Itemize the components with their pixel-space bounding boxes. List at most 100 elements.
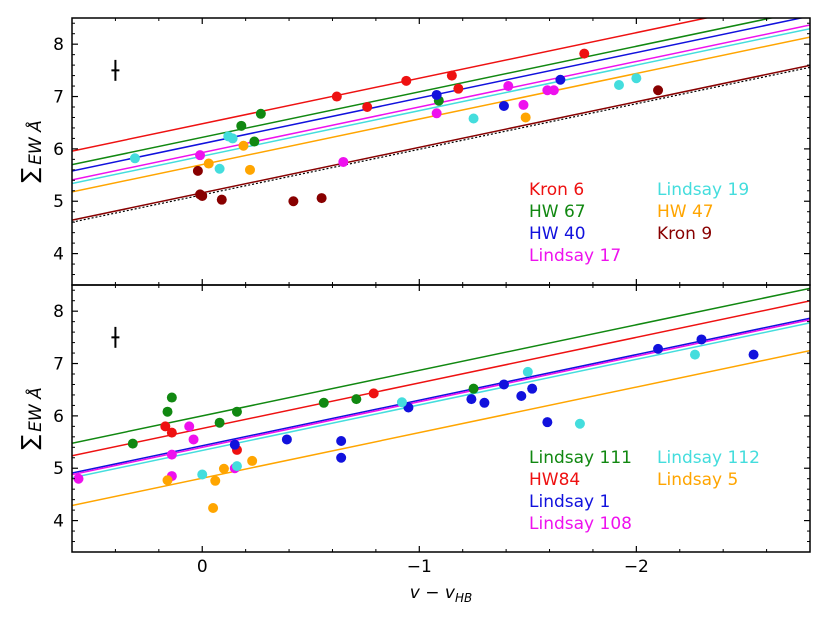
legend-entry: HW84 bbox=[529, 470, 580, 490]
data-point bbox=[162, 475, 173, 486]
data-point bbox=[368, 388, 379, 399]
y-axis-label: ∑ EW Å bbox=[18, 387, 46, 449]
data-point bbox=[331, 91, 342, 102]
fit-line bbox=[72, 18, 775, 166]
data-point bbox=[446, 70, 457, 81]
legend-entry: Kron 9 bbox=[657, 224, 712, 244]
legend-entry: Lindsay 5 bbox=[657, 470, 738, 490]
data-point bbox=[579, 48, 590, 59]
data-point bbox=[214, 417, 225, 428]
x-axis-label: v − vHB bbox=[410, 583, 472, 605]
fit-lines bbox=[72, 287, 810, 507]
data-point bbox=[214, 163, 225, 174]
data-point bbox=[503, 81, 514, 92]
legend-entry: HW 40 bbox=[529, 224, 586, 244]
fit-line-dotted bbox=[72, 66, 810, 223]
data-point bbox=[73, 473, 84, 484]
data-point bbox=[431, 108, 442, 119]
legend-entry: Lindsay 1 bbox=[529, 492, 610, 512]
x-tick-label: 0 bbox=[197, 557, 208, 577]
y-tick-label: 4 bbox=[53, 245, 64, 265]
data-point bbox=[197, 469, 208, 480]
data-point bbox=[338, 156, 349, 167]
data-point bbox=[188, 434, 199, 445]
x-tick-label: −1 bbox=[407, 557, 432, 577]
data-point bbox=[236, 120, 247, 131]
fit-line bbox=[72, 319, 810, 476]
data-point bbox=[166, 392, 177, 403]
data-point bbox=[653, 85, 664, 96]
data-point bbox=[249, 136, 260, 147]
y-tick-label: 6 bbox=[53, 407, 64, 427]
data-point bbox=[689, 349, 700, 360]
fit-line bbox=[72, 27, 810, 185]
y-axis-label-text: EW Å bbox=[24, 120, 46, 165]
data-point bbox=[555, 74, 566, 85]
data-point bbox=[748, 349, 759, 360]
data-point bbox=[631, 73, 642, 84]
legend-entry: Lindsay 19 bbox=[657, 180, 749, 200]
x-axis-label-main: v − v bbox=[410, 583, 456, 603]
data-point bbox=[336, 436, 347, 447]
data-point bbox=[362, 102, 373, 112]
data-point bbox=[231, 461, 242, 472]
data-point bbox=[548, 85, 559, 96]
data-point bbox=[247, 455, 258, 466]
data-points bbox=[129, 48, 664, 207]
x-tick-label: −2 bbox=[624, 557, 649, 577]
fit-line bbox=[72, 18, 710, 152]
data-point bbox=[516, 390, 527, 401]
x-axis-label-sub: HB bbox=[455, 591, 472, 605]
data-point bbox=[192, 165, 203, 176]
fit-line bbox=[72, 287, 810, 444]
data-point bbox=[527, 383, 538, 394]
data-point bbox=[218, 463, 229, 474]
data-point bbox=[574, 418, 585, 429]
y-axis-label-text: EW Å bbox=[24, 387, 46, 432]
data-point bbox=[466, 394, 477, 405]
data-point bbox=[231, 406, 242, 417]
data-point bbox=[166, 449, 177, 460]
fit-line bbox=[72, 349, 810, 507]
data-point bbox=[542, 417, 553, 428]
data-point bbox=[351, 394, 362, 405]
data-point bbox=[520, 112, 531, 123]
axes-frame bbox=[71, 17, 811, 286]
data-point bbox=[255, 108, 266, 119]
y-tick-label: 8 bbox=[53, 302, 64, 322]
data-point bbox=[210, 475, 221, 486]
data-point bbox=[613, 80, 624, 91]
data-point bbox=[244, 164, 255, 175]
y-tick-label: 5 bbox=[53, 192, 64, 212]
data-point bbox=[316, 193, 327, 204]
fit-line bbox=[72, 317, 810, 474]
y-axis-label: ∑ EW Å bbox=[18, 120, 46, 182]
legend-entry: Lindsay 17 bbox=[529, 246, 621, 266]
legend-entry: HW 67 bbox=[529, 202, 586, 222]
data-point bbox=[160, 421, 171, 432]
data-point bbox=[696, 334, 707, 345]
legend-entry: Lindsay 108 bbox=[529, 514, 632, 534]
data-point bbox=[522, 366, 533, 377]
data-point bbox=[195, 150, 206, 161]
data-point bbox=[518, 99, 529, 110]
y-axis-label-symbol: ∑ bbox=[18, 435, 43, 450]
data-point bbox=[208, 503, 219, 514]
legend-entry: Lindsay 112 bbox=[657, 448, 760, 468]
data-point bbox=[653, 343, 664, 354]
y-tick-label: 7 bbox=[53, 355, 64, 375]
fit-line bbox=[72, 322, 810, 479]
legend-entry: HW 47 bbox=[657, 202, 714, 222]
y-tick-label: 4 bbox=[53, 512, 64, 532]
data-point bbox=[229, 439, 240, 450]
data-point bbox=[498, 100, 509, 111]
data-point bbox=[166, 427, 177, 438]
data-point bbox=[468, 383, 479, 394]
legend-entry: Lindsay 111 bbox=[529, 448, 632, 468]
data-point bbox=[401, 75, 412, 86]
data-point bbox=[453, 83, 464, 94]
data-point bbox=[318, 397, 329, 408]
data-point bbox=[216, 194, 227, 205]
